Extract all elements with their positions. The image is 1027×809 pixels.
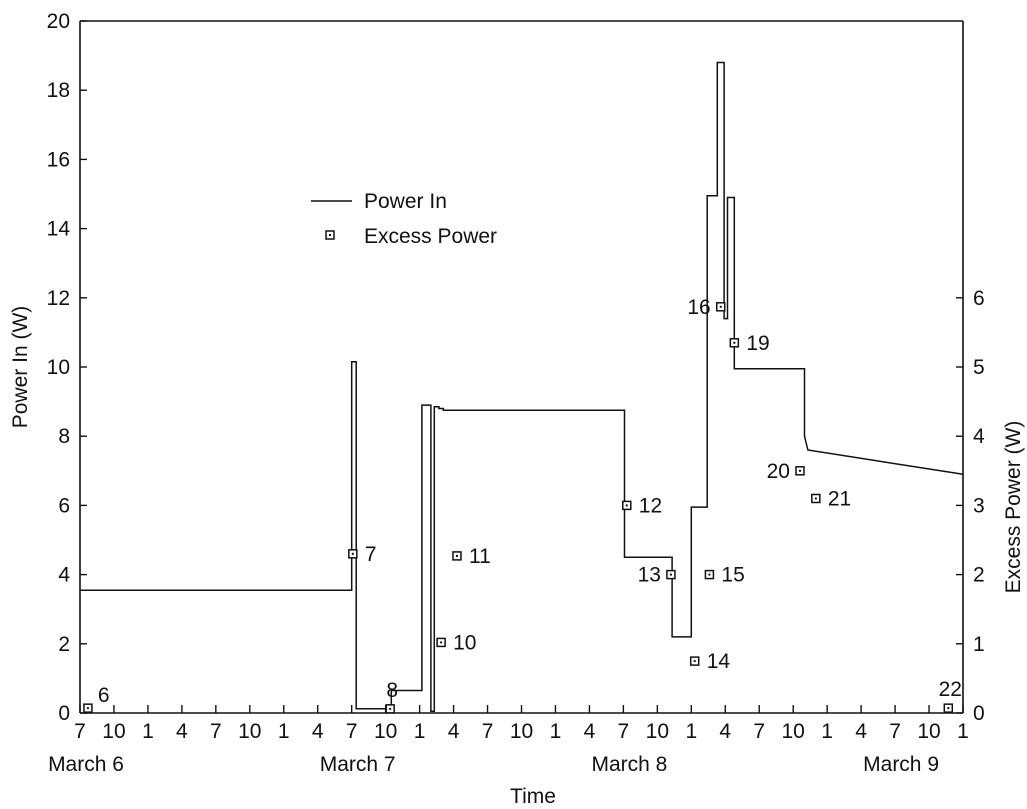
- x-tick-label: 10: [102, 720, 125, 743]
- excess-power-marker-dot: [669, 573, 672, 576]
- x-tick-label: 7: [346, 720, 358, 743]
- excess-power-label: 21: [828, 487, 851, 510]
- x-tick-label: 7: [753, 720, 765, 743]
- y-axis-title: Power In (W): [9, 306, 32, 429]
- excess-power-marker-dot: [625, 504, 628, 507]
- y-tick-label: 6: [58, 494, 70, 517]
- y-tick-label: 4: [58, 564, 70, 587]
- y-tick-label: 18: [47, 79, 70, 102]
- date-label: March 9: [863, 753, 939, 776]
- x-tick-label: 10: [646, 720, 669, 743]
- y-tick-label: 12: [47, 287, 70, 310]
- excess-power-label: 12: [639, 494, 662, 517]
- x-tick-label: 1: [142, 720, 154, 743]
- y-tick-label: 20: [47, 10, 70, 33]
- excess-power-label: 20: [767, 460, 790, 483]
- x-tick-label: 7: [210, 720, 222, 743]
- excess-power-marker-dot: [440, 641, 443, 644]
- x-tick-label: 10: [510, 720, 533, 743]
- x-tick-label: 1: [821, 720, 833, 743]
- x-tick-label: 7: [74, 720, 86, 743]
- legend: Power In Excess Power: [311, 190, 497, 248]
- x-tick-label: 4: [448, 720, 460, 743]
- excess-power-marker-dot: [719, 305, 722, 308]
- marker-layer: 6 7 8 10 11 12 13 14 15 16 19 20 21 22: [83, 296, 962, 714]
- x-tick-label: 1: [685, 720, 697, 743]
- x-tick-label: 4: [312, 720, 324, 743]
- x-tick-label: 4: [176, 720, 188, 743]
- y2-tick-label: 1: [973, 633, 985, 656]
- excess-power-marker-dot: [351, 552, 354, 555]
- y-tick-label: 10: [47, 356, 70, 379]
- x-tick-label: 1: [550, 720, 562, 743]
- excess-power-marker-dot: [814, 497, 817, 500]
- excess-power-marker-dot: [798, 469, 801, 472]
- x-axis-title: Time: [510, 785, 556, 808]
- y-tick-label: 14: [47, 218, 71, 241]
- date-label: March 7: [320, 753, 396, 776]
- y2-axis-title: Excess Power (W): [1002, 421, 1025, 594]
- excess-power-marker-dot: [947, 707, 950, 710]
- excess-power-label: 8: [386, 679, 398, 702]
- y-tick-label: 0: [58, 702, 70, 725]
- x-tick-label: 7: [482, 720, 494, 743]
- series-layer: [80, 61, 964, 713]
- x-tick-label: 7: [889, 720, 901, 743]
- excess-power-label: 15: [721, 564, 744, 587]
- y-tick-label: 8: [58, 425, 70, 448]
- legend-marker-swatch-dot: [329, 234, 331, 236]
- y2-tick-label: 6: [973, 287, 985, 310]
- x-tick-label: 1: [414, 720, 426, 743]
- excess-power-label: 6: [98, 684, 110, 707]
- excess-power-label: 19: [746, 332, 769, 355]
- x-tick-label: 10: [917, 720, 940, 743]
- y2-tick-label: 0: [973, 702, 985, 725]
- y2-tick-label: 5: [973, 356, 985, 379]
- x-tick-label: 4: [855, 720, 867, 743]
- y-tick-label: 2: [58, 633, 70, 656]
- y2-tick-label: 2: [973, 564, 985, 587]
- excess-power-marker-dot: [455, 554, 458, 557]
- x-tick-label: 7: [618, 720, 630, 743]
- excess-power-marker-dot: [693, 660, 696, 663]
- series-line-power-in: [80, 61, 964, 713]
- excess-power-marker-dot: [389, 707, 392, 710]
- x-tick-label: 10: [374, 720, 397, 743]
- excess-power-label: 22: [939, 678, 962, 701]
- excess-power-label: 16: [687, 296, 710, 319]
- excess-power-label: 7: [365, 543, 377, 566]
- excess-power-marker-dot: [708, 573, 711, 576]
- excess-power-label: 10: [453, 631, 476, 654]
- x-tick-label: 4: [584, 720, 596, 743]
- excess-power-label: 14: [707, 650, 731, 673]
- y2-tick-label: 4: [973, 425, 985, 448]
- y-tick-label: 16: [47, 148, 70, 171]
- excess-power-label: 13: [638, 564, 661, 587]
- x-tick-label: 10: [782, 720, 805, 743]
- excess-power-marker-dot: [733, 341, 736, 344]
- y2-tick-label: 3: [973, 494, 985, 517]
- legend-label-excess-power: Excess Power: [364, 225, 497, 248]
- legend-label-power-in: Power In: [364, 190, 447, 213]
- x-tick-label: 4: [719, 720, 731, 743]
- excess-power-marker-dot: [86, 707, 89, 710]
- excess-power-label: 11: [469, 545, 491, 568]
- x-tick-label: 10: [238, 720, 261, 743]
- x-tick-label: 1: [278, 720, 290, 743]
- x-tick-label: 1: [957, 720, 969, 743]
- date-label: March 8: [591, 753, 667, 776]
- date-label: March 6: [48, 753, 124, 776]
